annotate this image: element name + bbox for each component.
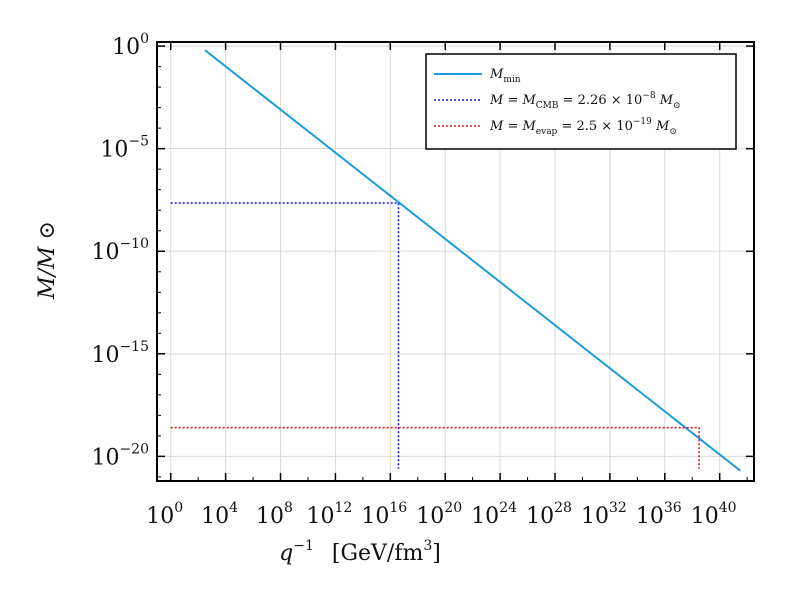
y-tick-label: 10−20	[91, 441, 149, 470]
plot-frame	[156, 41, 755, 482]
x-tick-label: 1028	[526, 500, 572, 529]
x-axis-label-unit-exp: 3	[423, 538, 432, 554]
x-tick-label: 1024	[471, 500, 517, 529]
y-tick-label: 10−15	[91, 339, 149, 368]
x-tick-label: 1020	[416, 500, 462, 529]
series-evap-line	[170, 426, 700, 469]
x-tick-label: 1036	[636, 500, 682, 529]
x-axis-label: q−1 [GeV/fm3]	[279, 538, 441, 566]
y-tick-labels: 100 10−5 10−10 10−15 10−20	[91, 31, 149, 470]
series-mmin-line	[204, 49, 741, 472]
x-tick-label: 1040	[691, 500, 737, 529]
x-tick-label: 1032	[581, 500, 627, 529]
x-tick-label: 1016	[361, 500, 407, 529]
y-tick-label: 100	[112, 31, 149, 60]
x-axis-label-exp: −1	[293, 538, 314, 554]
legend: Mmin M = MCMB = 2.26 × 10−8 M⊙ M = Mevap =…	[425, 53, 737, 150]
tick-marks	[157, 42, 754, 481]
x-tick-label: 1012	[306, 500, 352, 529]
x-axis-label-unit: [GeV/fm	[332, 541, 424, 566]
y-tick-label: 10−10	[91, 236, 149, 265]
x-axis-label-unit-close: ]	[432, 541, 441, 566]
x-tick-label: 104	[201, 500, 238, 529]
x-tick-label: 108	[256, 500, 293, 529]
legend-label-evap: M = Mevap = 2.5 × 10−19 M⊙	[489, 117, 677, 137]
legend-box	[425, 53, 737, 150]
legend-label-cmb: M = MCMB = 2.26 × 10−8 M⊙	[489, 91, 681, 111]
series-layer	[170, 49, 741, 472]
series-cmb-line	[170, 202, 400, 469]
x-tick-labels: 100 104 108 1012 1016 1020 1024 1028 1032 1036 104…	[146, 500, 736, 529]
y-tick-label: 10−5	[100, 134, 149, 163]
x-axis-label-base: q	[279, 541, 293, 566]
x-tick-label: 100	[146, 500, 183, 529]
legend-label-mmin: Mmin	[489, 67, 521, 85]
y-axis-label: M/M ⊙	[35, 221, 60, 300]
